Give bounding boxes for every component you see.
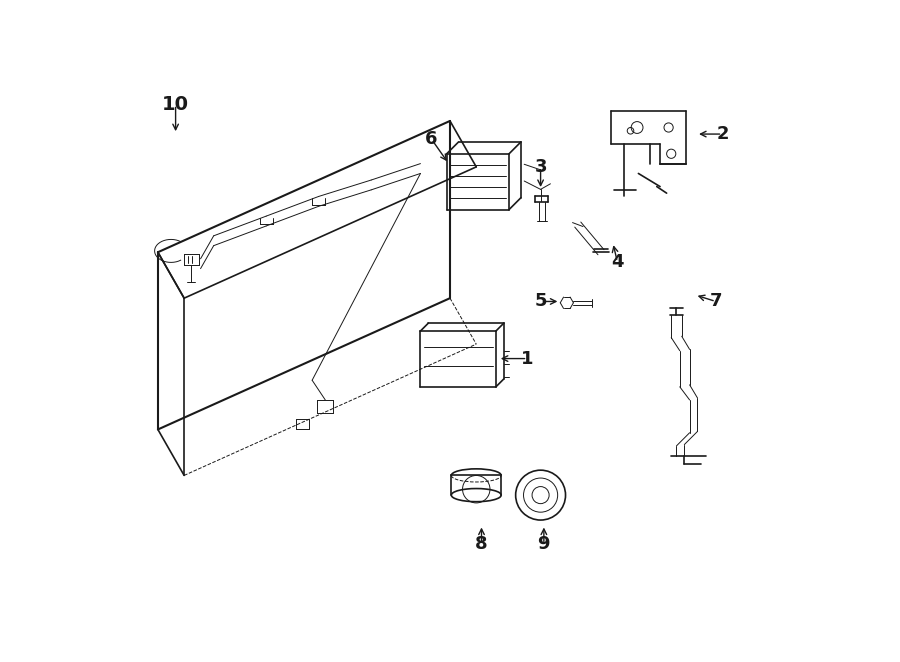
Text: 8: 8 <box>475 536 488 553</box>
Text: 2: 2 <box>716 125 729 143</box>
Text: 1: 1 <box>521 350 534 367</box>
Text: 7: 7 <box>709 293 722 310</box>
Text: 9: 9 <box>537 536 550 553</box>
Text: 6: 6 <box>426 130 438 148</box>
Text: 3: 3 <box>535 158 547 176</box>
Text: 4: 4 <box>611 253 624 271</box>
Text: 10: 10 <box>162 95 189 114</box>
Text: 5: 5 <box>535 293 547 310</box>
